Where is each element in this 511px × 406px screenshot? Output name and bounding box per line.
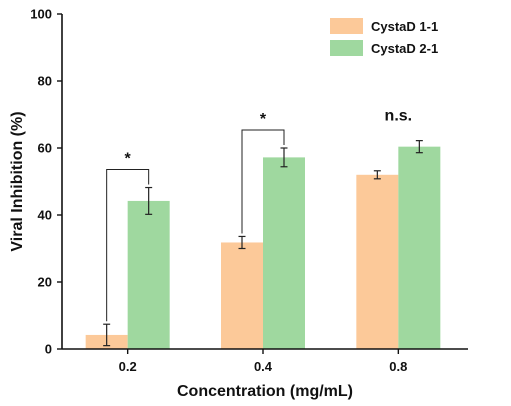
x-tick-label: 0.8: [389, 359, 407, 374]
legend: CystaD 1-1 CystaD 2-1: [330, 18, 438, 56]
y-tick-label: 60: [38, 141, 52, 156]
significance-bracket: [106, 169, 150, 322]
y-tick-label: 100: [30, 7, 52, 22]
significance-annotations: * * n.s.: [106, 108, 413, 322]
bar: [127, 200, 170, 349]
x-tick-label: 0.4: [254, 359, 273, 374]
y-axis-ticks: 0 20 40 60 80 100: [30, 7, 62, 357]
legend-swatch: [330, 18, 363, 34]
bars: [85, 146, 441, 349]
y-axis-title: Viral Inhibition (%): [9, 111, 26, 251]
significance-label: n.s.: [385, 108, 413, 125]
x-axis-title: Concentration (mg/mL): [177, 383, 353, 400]
bar: [221, 242, 263, 349]
y-tick-label: 80: [38, 74, 52, 89]
y-tick-label: 0: [45, 342, 52, 357]
legend-label: CystaD 2-1: [371, 41, 438, 56]
y-tick-label: 40: [38, 208, 52, 223]
significance-label: *: [260, 111, 267, 128]
bar: [263, 157, 305, 349]
significance-label: *: [125, 151, 132, 168]
bar: [356, 174, 399, 349]
x-tick-label: 0.2: [119, 359, 137, 374]
legend-swatch: [330, 40, 363, 56]
significance-bracket: [241, 129, 285, 234]
y-tick-label: 20: [38, 275, 52, 290]
error-bars: [103, 140, 423, 347]
legend-label: CystaD 1-1: [371, 19, 438, 34]
bar: [398, 146, 441, 349]
x-axis-ticks: 0.2 0.4 0.8: [119, 349, 407, 374]
